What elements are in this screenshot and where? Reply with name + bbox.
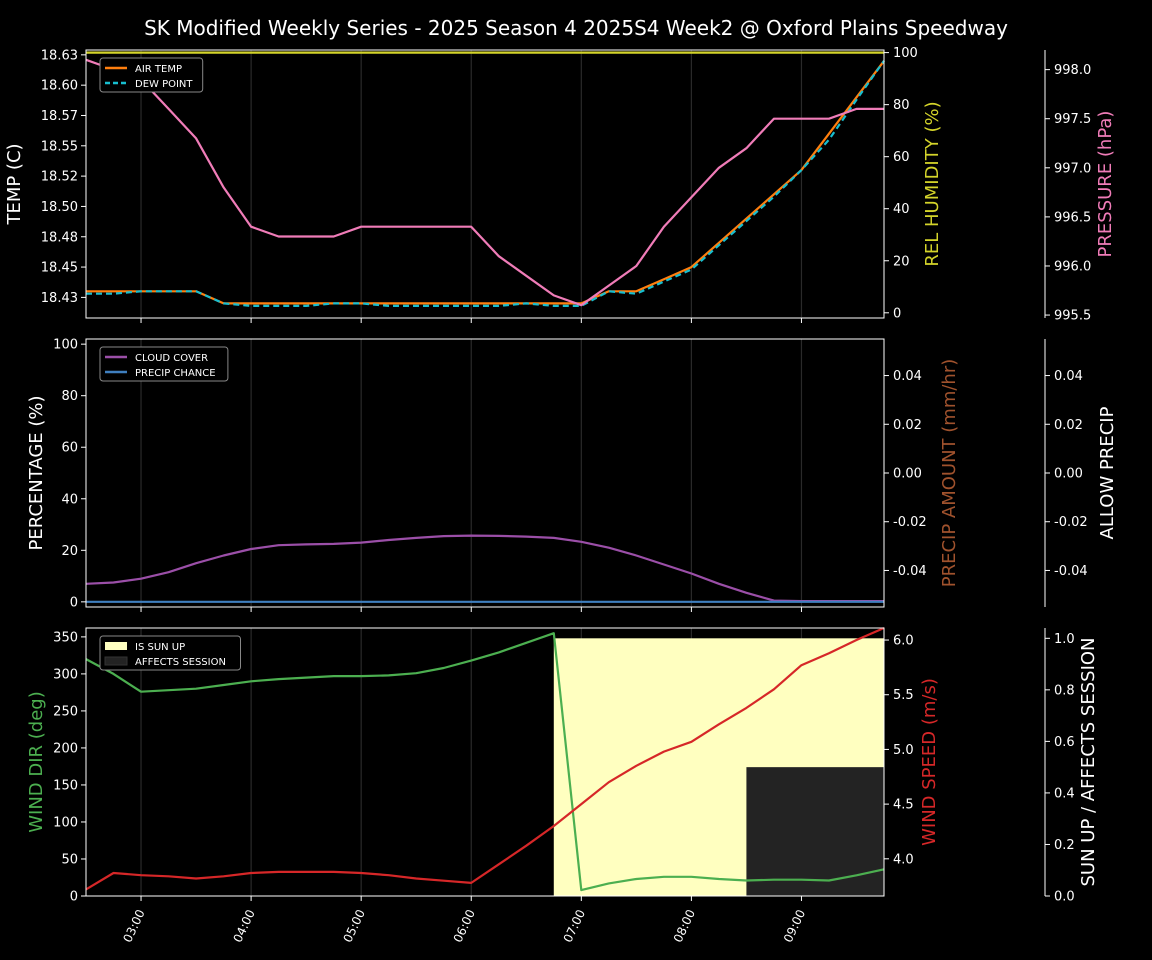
- y-tick-label: 100: [53, 815, 78, 830]
- y-tick-label: 300: [53, 667, 78, 682]
- panel-bottom: 0 50 100 150 200 250 300 350 4.0 4.5 5.0 5.5 6.0 0.0 0…: [26, 626, 1099, 905]
- y-right-tick-label: 80: [893, 98, 910, 113]
- y-right-tick-label: 6.0: [893, 634, 914, 649]
- chart-title: SK Modified Weekly Series - 2025 Season …: [144, 16, 1008, 40]
- y-tick-label: 20: [61, 544, 78, 559]
- axes-frame: [85, 627, 885, 897]
- legend-label-air-temp: AIR TEMP: [135, 64, 182, 75]
- series-cloud-cover-line: [85, 534, 884, 603]
- y-right2-tick-label: 0.02: [1054, 418, 1083, 433]
- y-tick-label: 18.63: [41, 48, 78, 63]
- y-tick-label: 18.43: [41, 291, 78, 306]
- legend-label-affects-session: AFFECTS SESSION: [135, 657, 226, 668]
- y-tick-label: 18.60: [41, 79, 78, 94]
- y-right-tick-label: 40: [893, 202, 910, 217]
- y-tick-label: 150: [53, 778, 78, 793]
- y-tick-label: 200: [53, 741, 78, 756]
- y-tick-label: 60: [61, 441, 78, 456]
- y-right-tick-label: 0.04: [893, 369, 922, 384]
- y-right-tick-label: -0.04: [893, 564, 927, 579]
- panel-middle: 0 20 40 60 80 100 -0.04 -0.02 0.00 0.02 0.04 -0.04 -…: [26, 338, 1118, 612]
- legend-label-cloud-cover: CLOUD COVER: [135, 353, 208, 364]
- y-tick-label: 18.50: [41, 200, 78, 215]
- y-axis-label: PERCENTAGE (%): [26, 395, 47, 550]
- y-axis-label: TEMP (C): [4, 143, 25, 225]
- y-right2-tick-label: 0.0: [1054, 890, 1075, 905]
- series-pressure-line: [85, 58, 884, 307]
- y-right2-tick-label: 997.5: [1054, 112, 1091, 127]
- span-affects-session: [746, 767, 884, 896]
- y-right2-tick-label: 0.00: [1054, 467, 1083, 482]
- y-right2-tick-label: 1.0: [1054, 632, 1075, 647]
- legend: AIR TEMP DEW POINT: [99, 57, 204, 93]
- y-tick-label: 18.45: [41, 261, 78, 276]
- y-right2-axis-label: ALLOW PRECIP: [1097, 406, 1118, 539]
- legend-swatch-is-sun-up: [105, 642, 127, 650]
- legend: IS SUN UP AFFECTS SESSION: [99, 635, 241, 671]
- y-right2-tick-label: -0.04: [1054, 564, 1088, 579]
- legend-box: [99, 346, 229, 382]
- y-right2-tick-label: 996.5: [1054, 210, 1091, 225]
- y-tick-label: 350: [53, 630, 78, 645]
- y-right-axis-label: REL HUMIDITY (%): [922, 101, 943, 266]
- y-right-tick-label: 0: [893, 306, 901, 321]
- panel-top: 18.43 18.45 18.48 18.50 18.52 18.55 18.57 18.60…: [4, 46, 1116, 323]
- y-right-tick-label: -0.02: [893, 515, 927, 530]
- y-right-tick-label: 20: [893, 254, 910, 269]
- y-tick-label: 0: [70, 890, 78, 905]
- legend-label-precip-chance: PRECIP CHANCE: [135, 368, 216, 379]
- series-wind-speed-line: [85, 626, 885, 891]
- y-right2-axis-label: PRESSURE (hPa): [1095, 111, 1116, 258]
- y-right-tick-label: 0.02: [893, 418, 922, 433]
- y-right2-tick-label: 997.0: [1054, 161, 1091, 176]
- y-right2-tick-label: 996.0: [1054, 259, 1091, 274]
- y-right-axis-label: WIND SPEED (m/s): [919, 678, 940, 846]
- y-right-tick-label: 5.5: [893, 688, 914, 703]
- y-right2-tick-label: 995.5: [1054, 309, 1091, 324]
- legend: CLOUD COVER PRECIP CHANCE: [99, 346, 229, 382]
- y-right2-tick-label: 0.04: [1054, 369, 1083, 384]
- y-right2-tick-label: 0.2: [1054, 838, 1075, 853]
- y-right-tick-label: 60: [893, 150, 910, 165]
- y-right2-tick-label: -0.02: [1054, 515, 1088, 530]
- y-right-tick-label: 100: [893, 46, 918, 61]
- y-right2-tick-label: 0.6: [1054, 735, 1075, 750]
- y-right2-axis-label: SUN UP / AFFECTS SESSION: [1078, 637, 1099, 886]
- y-right-tick-label: 4.5: [893, 798, 914, 813]
- y-axis-label: WIND DIR (deg): [26, 691, 47, 833]
- y-right-tick-label: 5.0: [893, 743, 914, 758]
- series-dew-point-line: [86, 60, 885, 307]
- y-tick-label: 0: [70, 595, 78, 610]
- y-tick-label: 18.48: [41, 230, 78, 245]
- y-right2-tick-label: 998.0: [1054, 63, 1091, 78]
- y-tick-label: 18.52: [41, 170, 78, 185]
- y-tick-label: 250: [53, 704, 78, 719]
- y-tick-label: 40: [61, 492, 78, 507]
- y-tick-label: 50: [61, 852, 78, 867]
- legend-label-dew-point: DEW POINT: [135, 79, 193, 90]
- series-wind-dir-line: [85, 632, 885, 892]
- y-right2-tick-label: 0.4: [1054, 786, 1075, 801]
- y-right2-tick-label: 0.8: [1054, 683, 1075, 698]
- y-tick-label: 18.55: [41, 139, 78, 154]
- y-tick-label: 80: [61, 389, 78, 404]
- y-tick-label: 18.57: [41, 109, 78, 124]
- y-right-axis-label: PRECIP AMOUNT (mm/hr): [939, 359, 960, 588]
- y-tick-label: 100: [53, 338, 78, 353]
- axes-frame: [85, 49, 885, 319]
- legend-box: [99, 635, 241, 671]
- y-right-tick-label: 4.0: [893, 852, 914, 867]
- legend-swatch-affects-session: [104, 656, 128, 666]
- legend-label-is-sun-up: IS SUN UP: [135, 642, 185, 653]
- y-right-tick-label: 0.00: [893, 467, 922, 482]
